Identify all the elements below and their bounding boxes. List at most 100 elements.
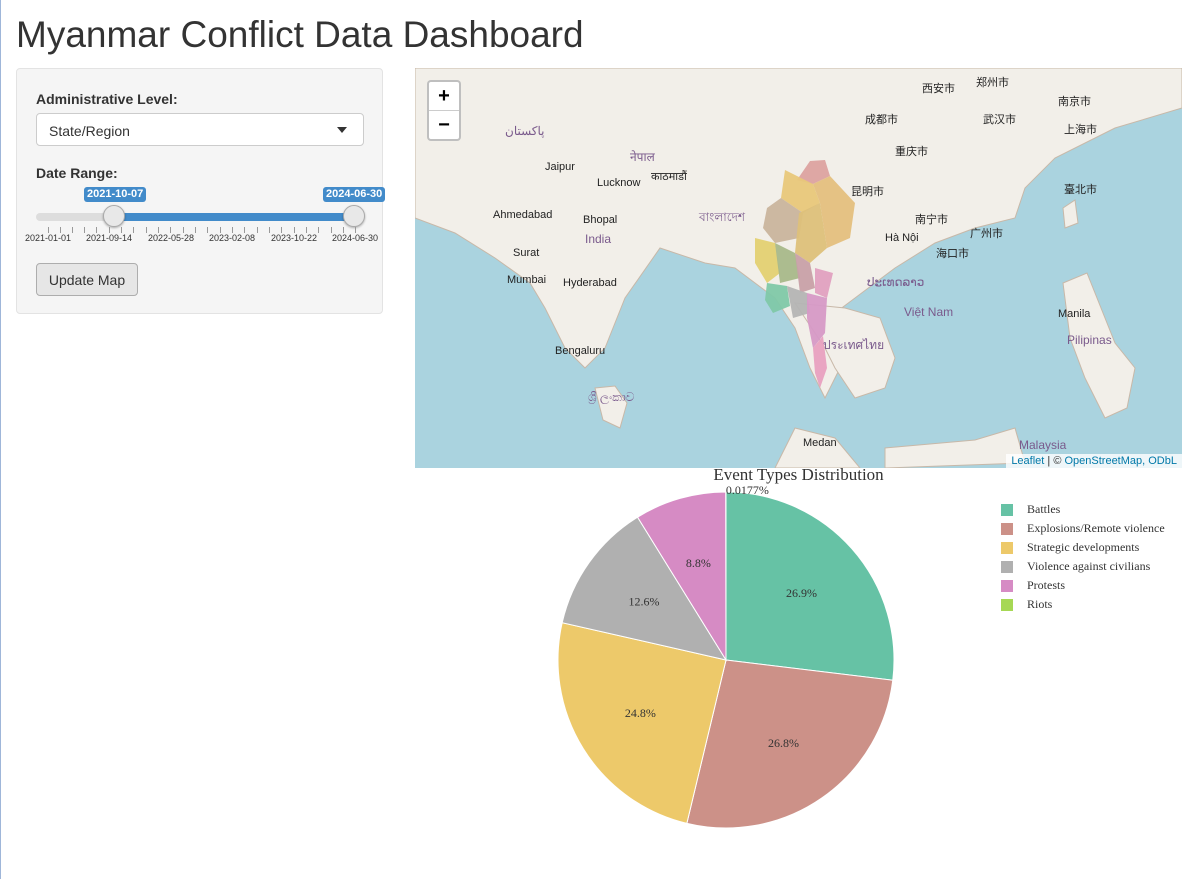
myanmar-region[interactable] bbox=[815, 268, 833, 298]
page-title: Myanmar Conflict Data Dashboard bbox=[16, 14, 584, 55]
admin-level-value: State/Region bbox=[49, 123, 130, 139]
map-label: 臺北市 bbox=[1064, 184, 1097, 196]
slider-tick-label: 2021-01-01 bbox=[24, 233, 72, 243]
legend-item[interactable]: Strategic developments bbox=[1001, 538, 1165, 557]
map-label: 郑州市 bbox=[976, 77, 1009, 89]
slider-selected-range bbox=[114, 213, 354, 221]
myanmar-region[interactable] bbox=[775, 243, 800, 283]
map-label: 上海市 bbox=[1064, 124, 1097, 136]
legend-label: Explosions/Remote violence bbox=[1027, 521, 1165, 535]
legend-item[interactable]: Battles bbox=[1001, 500, 1165, 519]
admin-level-label: Administrative Level: bbox=[36, 91, 178, 107]
update-map-button[interactable]: Update Map bbox=[36, 263, 138, 296]
slider-tick-label: 2021-09-14 bbox=[85, 233, 133, 243]
map-label: Malaysia bbox=[1019, 438, 1067, 452]
myanmar-region[interactable] bbox=[807, 293, 827, 348]
chevron-down-icon bbox=[337, 127, 347, 133]
pie-slice[interactable] bbox=[725, 491, 895, 681]
leaflet-link[interactable]: Leaflet bbox=[1011, 455, 1045, 467]
pie-slice[interactable] bbox=[686, 659, 894, 829]
map-label: काठमाडौं bbox=[651, 171, 687, 183]
map-label: ประเทศไทย bbox=[823, 338, 885, 352]
date-range-slider[interactable]: 2021-10-07 2024-06-30 2021-01-01 2021-09… bbox=[25, 187, 386, 247]
map-label: 广州市 bbox=[970, 228, 1003, 240]
map-label: বাংলাদেশ bbox=[699, 210, 745, 224]
slider-to-handle[interactable] bbox=[343, 205, 365, 227]
legend-item[interactable]: Violence against civilians bbox=[1001, 557, 1165, 576]
pie-slice-label: 12.6% bbox=[628, 594, 659, 608]
slider-ticks bbox=[36, 227, 364, 233]
map-label: 南京市 bbox=[1058, 96, 1091, 108]
legend-label: Protests bbox=[1027, 578, 1066, 592]
map-label: Pilipinas bbox=[1067, 333, 1112, 347]
map-label: Ahmedabad bbox=[493, 209, 553, 221]
map-label: پاکستان bbox=[505, 124, 545, 138]
myanmar-region[interactable] bbox=[797, 160, 830, 184]
map-label: Việt Nam bbox=[904, 305, 954, 319]
map-label: Mumbai bbox=[507, 274, 547, 286]
sidebar-panel: Administrative Level: State/Region Date … bbox=[16, 68, 386, 314]
legend-label: Strategic developments bbox=[1027, 540, 1140, 554]
map-label: 武汉市 bbox=[983, 114, 1016, 126]
pie-slice-label: 0.0177% bbox=[726, 483, 769, 497]
legend-swatch bbox=[1001, 560, 1013, 573]
myanmar-region[interactable] bbox=[813, 336, 827, 388]
pie-slice-label: 26.8% bbox=[768, 736, 799, 750]
osm-link[interactable]: OpenStreetMap, ODbL bbox=[1064, 455, 1177, 467]
map-label: ශ්‍රී ලංකාව bbox=[588, 390, 635, 404]
map-label: Hà Nội bbox=[885, 232, 919, 244]
slider-tick-label: 2023-10-22 bbox=[270, 233, 318, 243]
map-label: 海口市 bbox=[936, 248, 969, 260]
map-label: 南宁市 bbox=[915, 214, 948, 226]
myanmar-region[interactable] bbox=[795, 203, 827, 263]
map-label: 成都市 bbox=[865, 114, 898, 126]
legend-label: Violence against civilians bbox=[1027, 559, 1151, 573]
myanmar-region[interactable] bbox=[765, 283, 790, 313]
legend-item[interactable]: Explosions/Remote violence bbox=[1001, 519, 1165, 538]
legend-item[interactable]: Protests bbox=[1001, 576, 1165, 595]
myanmar-region[interactable] bbox=[763, 198, 803, 243]
legend-label: Riots bbox=[1027, 597, 1053, 611]
map-label: Manila bbox=[1058, 308, 1091, 320]
map-zoom-control: + − bbox=[427, 80, 461, 141]
myanmar-region[interactable] bbox=[787, 286, 810, 318]
map-label: नेपाल bbox=[630, 150, 655, 164]
zoom-out-button[interactable]: − bbox=[429, 110, 459, 139]
attribution-separator: | © bbox=[1044, 455, 1065, 467]
legend-label: Battles bbox=[1027, 502, 1061, 516]
map-label: Bhopal bbox=[583, 214, 618, 226]
admin-level-select[interactable]: State/Region bbox=[36, 113, 364, 146]
slider-tick-label: 2023-02-08 bbox=[208, 233, 256, 243]
map-label: 昆明市 bbox=[851, 186, 884, 198]
slider-tick-label: 2022-05-28 bbox=[147, 233, 195, 243]
pie-slice[interactable] bbox=[557, 622, 727, 824]
legend-swatch bbox=[1001, 598, 1013, 611]
map-attribution: Leaflet | © OpenStreetMap, ODbL bbox=[1006, 454, 1182, 468]
map-label: Lucknow bbox=[597, 177, 641, 189]
legend-swatch bbox=[1001, 503, 1013, 516]
slider-from-handle[interactable] bbox=[103, 205, 125, 227]
myanmar-region[interactable] bbox=[813, 176, 855, 248]
map-label: Medan bbox=[803, 437, 837, 449]
pie-slice[interactable] bbox=[561, 516, 728, 661]
date-range-label: Date Range: bbox=[36, 165, 118, 181]
pie-slice-label: 8.8% bbox=[686, 556, 711, 570]
slider-from-value: 2021-10-07 bbox=[84, 187, 147, 202]
pie-slice-label: 26.9% bbox=[786, 586, 817, 600]
map-label: ປະເທດລາວ bbox=[867, 275, 925, 289]
legend-swatch bbox=[1001, 522, 1013, 535]
legend-swatch bbox=[1001, 579, 1013, 592]
legend-swatch bbox=[1001, 541, 1013, 554]
zoom-in-button[interactable]: + bbox=[438, 85, 450, 107]
map-label: Hyderabad bbox=[563, 277, 617, 289]
myanmar-region[interactable] bbox=[755, 238, 780, 283]
map-label: 重庆市 bbox=[895, 146, 928, 158]
pie-slice[interactable] bbox=[636, 491, 727, 662]
map-label: Bengaluru bbox=[555, 345, 606, 357]
map-label: India bbox=[585, 232, 612, 246]
myanmar-region[interactable] bbox=[781, 170, 820, 213]
myanmar-region[interactable] bbox=[795, 253, 815, 293]
map-view[interactable]: Jaipur Lucknow Ahmedabad Bhopal India Su… bbox=[415, 68, 1182, 468]
slider-tick-label: 2024-06-30 bbox=[331, 233, 379, 243]
legend-item[interactable]: Riots bbox=[1001, 595, 1165, 614]
